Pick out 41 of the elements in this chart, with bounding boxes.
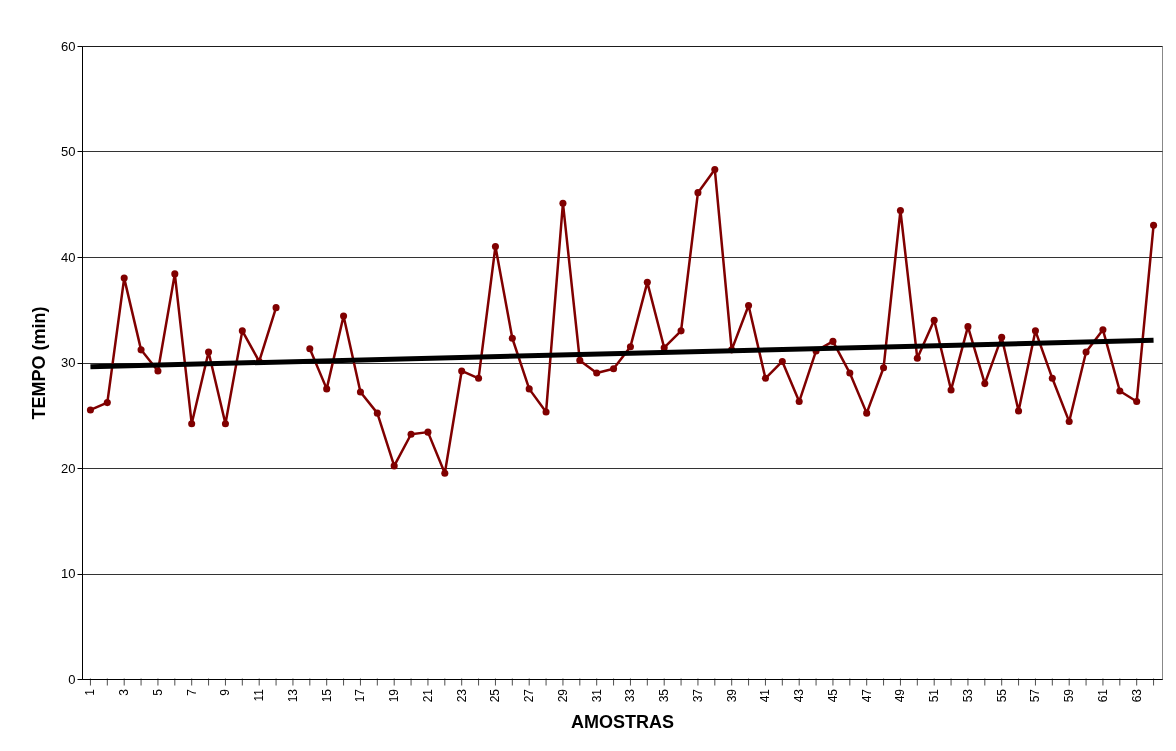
x-tick-label: 43 [792,688,807,703]
x-tick-label: 31 [589,688,604,703]
x-tick-label: 37 [690,688,705,703]
x-tick-label: 11 [252,688,267,702]
x-tick-label: 49 [893,688,908,703]
x-tick-label: 39 [724,688,739,703]
x-tick-label: 57 [1028,688,1043,703]
x-tick-label: 61 [1095,688,1110,703]
x-tick-label: 5 [150,688,165,696]
y-tick-label: 40 [61,249,76,265]
x-tick-label: 27 [522,688,537,703]
x-tick-label: 53 [960,688,975,703]
x-tick-label: 7 [184,688,199,696]
y-tick-label: 60 [61,38,76,54]
x-axis-title: AMOSTRAS [571,711,674,732]
x-tick-label: 15 [319,688,334,703]
x-tick-label: 47 [859,688,874,703]
x-tick-label: 59 [1062,688,1077,703]
y-tick-label: 0 [68,671,76,687]
y-tick-label: 10 [61,566,76,581]
x-tick-label: 45 [825,688,840,703]
x-tick-label: 1 [83,688,98,696]
x-tick-label: 35 [657,688,672,703]
x-tick-label: 3 [117,688,132,696]
x-tick-label: 41 [758,688,773,703]
x-tick-label: 55 [994,688,1009,703]
x-tick-label: 29 [555,688,570,703]
y-tick-label: 30 [61,355,76,370]
x-tick-label: 21 [420,688,435,703]
y-tick-label: 20 [61,460,76,476]
x-tick-label: 13 [285,688,300,703]
x-tick-label: 51 [927,688,942,703]
y-tick-label: 50 [61,144,76,159]
x-tick-label: 63 [1129,688,1144,703]
x-tick-label: 25 [488,688,503,703]
x-tick-label: 17 [353,688,368,703]
x-tick-label: 33 [623,688,638,703]
x-tick-label: 9 [218,688,233,696]
y-axis-title: TEMPO (min) [29,306,50,420]
x-tick-label: 23 [454,688,469,703]
x-tick-label: 19 [387,688,402,703]
